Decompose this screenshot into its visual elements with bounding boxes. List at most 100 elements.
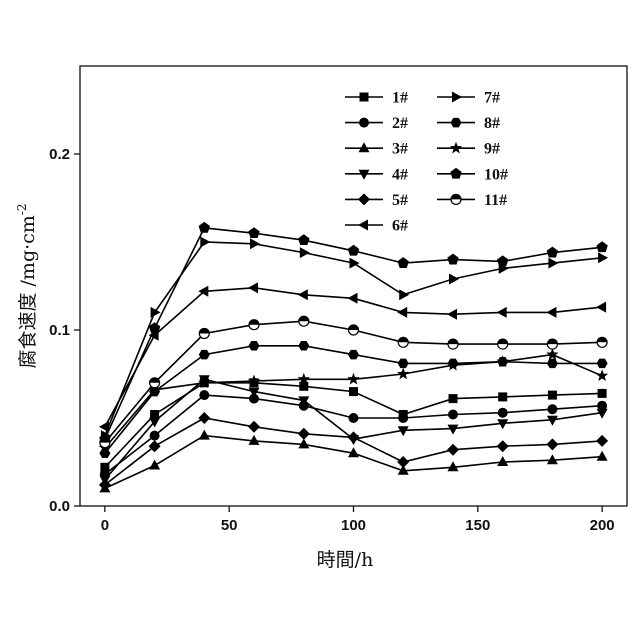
data-point [347, 292, 358, 304]
legend-item-9: 9# [437, 141, 500, 158]
data-point [349, 387, 358, 397]
data-point [597, 388, 607, 398]
data-point [596, 434, 609, 447]
series-2 [99, 390, 608, 480]
y-axis-title-superscript: -2 [15, 203, 29, 215]
data-point [299, 381, 309, 391]
axes: 0 50 100 150 200 0.0 0.1 0.2 [49, 146, 615, 534]
x-tick-label: 200 [590, 517, 615, 534]
data-point [446, 358, 460, 371]
data-point [497, 407, 508, 418]
legend-marker [359, 92, 369, 102]
data-point [546, 306, 557, 318]
data-point [200, 236, 211, 248]
data-point [547, 404, 558, 415]
data-point [148, 440, 161, 453]
legend-item-1: 1# [345, 90, 408, 107]
data-point [447, 338, 459, 350]
legend-item-7: 7# [437, 90, 500, 107]
data-point [496, 355, 509, 367]
y-tick-label: 0.1 [49, 322, 70, 339]
data-point [199, 390, 210, 401]
data-point [497, 419, 509, 430]
legend-label: 2# [392, 115, 408, 132]
data-point [248, 282, 258, 294]
data-point [298, 438, 310, 449]
data-point [596, 450, 608, 461]
legend-marker [449, 141, 463, 154]
series-line [104, 241, 603, 436]
data-point [596, 408, 608, 419]
data-point [247, 374, 261, 387]
legend-label: 9# [484, 141, 500, 158]
data-point [248, 319, 260, 331]
legend-label: 8# [484, 115, 500, 132]
data-point [397, 358, 409, 369]
data-point [98, 421, 109, 433]
x-tick-label: 100 [341, 517, 366, 534]
data-point [397, 306, 408, 318]
legend-item-4: 4# [345, 166, 408, 183]
legend-label: 7# [484, 90, 500, 107]
data-point [447, 443, 459, 456]
data-point [448, 394, 458, 404]
data-point [448, 409, 458, 420]
series-10 [99, 221, 608, 444]
data-point [198, 285, 209, 297]
data-point [298, 341, 310, 351]
data-point [149, 459, 161, 470]
series-1 [100, 378, 607, 472]
data-point [596, 301, 607, 313]
data-point [198, 349, 210, 360]
data-point [548, 257, 559, 269]
x-tick-label: 0 [101, 517, 109, 534]
data-point [248, 434, 260, 445]
data-point [546, 358, 558, 369]
data-point [397, 367, 410, 380]
data-point [547, 390, 557, 400]
data-point [596, 336, 608, 348]
data-point [598, 252, 609, 264]
data-point [546, 438, 559, 451]
data-point [299, 247, 310, 259]
series-5 [98, 412, 609, 491]
data-point [148, 383, 161, 396]
data-point [397, 257, 409, 268]
legend-marker [358, 142, 370, 153]
data-point [348, 349, 359, 360]
legend-marker [359, 117, 369, 128]
data-point [250, 238, 260, 250]
legend-label: 1# [392, 90, 408, 107]
data-point [496, 440, 509, 453]
data-point [248, 341, 260, 351]
data-point [447, 253, 459, 265]
data-point [347, 431, 360, 444]
data-point [150, 410, 160, 419]
data-point [596, 241, 608, 253]
legend-item-10: 10# [437, 166, 508, 183]
series-layer [98, 221, 609, 493]
data-point [447, 424, 459, 435]
data-point [546, 454, 558, 465]
legend-item-5: 5# [345, 192, 408, 209]
data-point [198, 412, 211, 424]
data-point [149, 430, 160, 441]
series-6 [98, 282, 607, 433]
data-point [546, 246, 559, 258]
data-point [546, 338, 559, 350]
data-point [149, 377, 161, 389]
y-tick-label: 0.2 [49, 146, 70, 163]
data-point [546, 415, 558, 426]
legend-label: 11# [484, 192, 507, 209]
data-point [198, 429, 210, 440]
data-point [149, 417, 161, 428]
data-point [347, 372, 360, 385]
y-tick-label: 0.0 [49, 498, 70, 515]
data-point [297, 427, 310, 440]
legend-item-3: 3# [345, 141, 408, 158]
legend-marker [452, 91, 462, 103]
y-axis-title: 腐食速度 /mg·cm-2 [15, 203, 39, 368]
data-point [546, 348, 559, 360]
legend-marker [358, 193, 370, 206]
